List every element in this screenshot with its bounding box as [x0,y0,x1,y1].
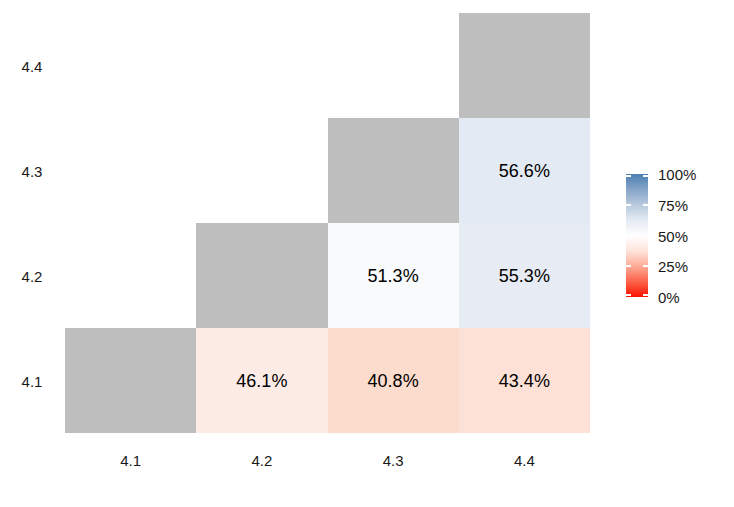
colorbar-tick [643,294,648,296]
heatmap-cell-na [328,118,459,223]
colorbar-tick [626,265,631,267]
heatmap-cell: 51.3% [328,223,459,328]
legend-tick-label: 75% [658,198,688,213]
legend-colorbar-group: 100%75%50%25%0% [626,174,734,297]
cell-value-label: 51.3% [368,267,419,285]
cell-value-label: 40.8% [368,372,419,390]
heatmap-cell-na [65,328,196,433]
cell-value-label: 43.4% [499,372,550,390]
y-axis-tick-label: 4.3 [8,164,56,179]
x-axis-tick-label: 4.3 [328,453,459,468]
colorbar-tick [643,175,648,177]
colorbar-tick [643,235,648,237]
legend-tick-label: 50% [658,229,688,244]
colorbar-tick [643,265,648,267]
legend-tick-label: 0% [658,290,680,305]
colorbar-tick [626,175,631,177]
heatmap-cell-na [196,223,327,328]
heatmap-cell: 40.8% [328,328,459,433]
heatmap-cell: 46.1% [196,328,327,433]
cell-value-label: 56.6% [499,162,550,180]
x-axis-tick-label: 4.2 [196,453,327,468]
colorbar-tick [643,204,648,206]
y-axis-tick-label: 4.2 [8,269,56,284]
colorbar-tick [626,294,631,296]
colorbar-tick [626,204,631,206]
y-axis-tick-label: 4.4 [8,59,56,74]
heatmap-cell: 55.3% [459,223,590,328]
x-axis-tick-label: 4.4 [459,453,590,468]
legend-tick-label: 100% [658,167,696,182]
y-axis-tick-label: 4.1 [8,374,56,389]
heatmap-cell: 56.6% [459,118,590,223]
legend-tick-label: 25% [658,259,688,274]
legend-colorbar [626,174,648,297]
x-axis-tick-label: 4.1 [65,453,196,468]
heatmap-chart: 56.6%51.3%55.3%46.1%40.8%43.4% 4.44.34.2… [0,0,734,507]
cell-value-label: 55.3% [499,267,550,285]
cell-value-label: 46.1% [236,372,287,390]
colorbar-tick [626,235,631,237]
heatmap-cell: 43.4% [459,328,590,433]
heatmap-cell-na [459,13,590,118]
